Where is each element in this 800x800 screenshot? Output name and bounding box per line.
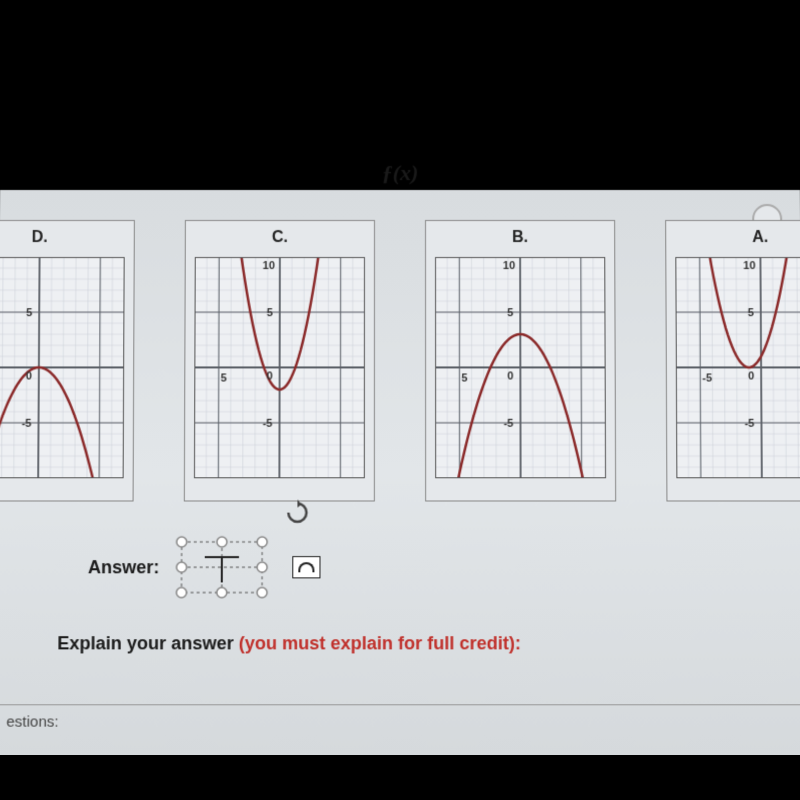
worksheet-page: ƒ(x) D. 05-5 C. 05-5105 B. 05-5105 A. 05… (0, 190, 800, 755)
graph-card-d: D. 0 5 -5 (0, 220, 135, 501)
formula-fragment: ƒ(x) (382, 160, 419, 186)
svg-text:-5: -5 (22, 418, 32, 430)
svg-text:5: 5 (507, 307, 513, 319)
svg-text:5: 5 (267, 307, 273, 319)
svg-text:-5: -5 (504, 418, 514, 430)
svg-text:5: 5 (748, 307, 754, 319)
rotate-handle-icon[interactable] (284, 499, 310, 530)
graph-card-a: A. 0 5 -5 10 -5 (665, 220, 800, 501)
svg-text:0: 0 (266, 370, 272, 382)
graph-label-c: C. (186, 229, 374, 247)
svg-text:0: 0 (26, 370, 32, 382)
svg-text:5: 5 (221, 372, 227, 384)
svg-text:5: 5 (26, 307, 32, 319)
graph-card-b: B. 0 5 -5 10 5 (425, 220, 616, 501)
graph-label-a: A. (666, 229, 800, 247)
bottom-fragment: estions: (0, 704, 800, 730)
graph-card-c: C. 0 5 -5 10 5 (184, 220, 375, 501)
selection-box[interactable] (171, 532, 272, 603)
svg-text:-5: -5 (263, 418, 273, 430)
explain-section: Explain your answer (you must explain fo… (57, 633, 521, 654)
graph-plot-a: 0 5 -5 10 -5 (675, 257, 800, 478)
svg-text:-5: -5 (702, 372, 712, 384)
arc-tool-button[interactable] (292, 556, 320, 578)
graph-plot-c: 0 5 -5 10 5 (194, 257, 365, 478)
svg-text:0: 0 (748, 370, 754, 382)
answer-section: Answer: (88, 532, 321, 603)
graph-label-b: B. (426, 229, 614, 247)
svg-text:10: 10 (263, 260, 275, 272)
svg-text:0: 0 (507, 370, 513, 382)
arc-icon (298, 562, 314, 572)
graph-plot-b: 0 5 -5 10 5 (435, 257, 606, 478)
svg-text:10: 10 (743, 260, 755, 272)
answer-label: Answer: (88, 557, 160, 578)
graph-plot-d: 0 5 -5 (0, 257, 125, 478)
graphs-row: D. 0 5 -5 C. 0 5 -5 10 5 B. 0 5 -5 10 5 A. 0 5 -5 10 -… (0, 220, 800, 501)
svg-text:5: 5 (461, 372, 467, 384)
svg-text:-5: -5 (745, 418, 755, 430)
svg-text:10: 10 (503, 260, 515, 272)
graph-label-d: D. (0, 229, 134, 247)
explain-text-red: (you must explain for full credit): (239, 633, 521, 653)
explain-text-black: Explain your answer (57, 633, 239, 653)
